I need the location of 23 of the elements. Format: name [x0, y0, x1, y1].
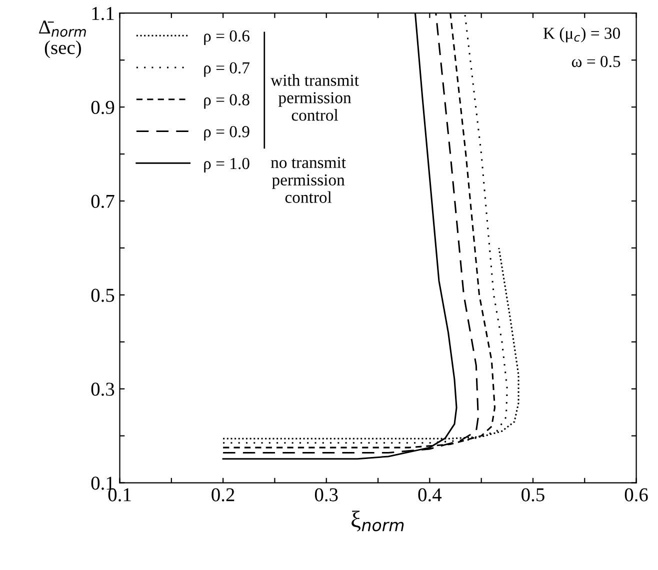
legend-label: ρ = 1.0 — [204, 158, 250, 173]
y-tick-label: 0.3 — [91, 382, 114, 396]
x-tick-label: 0.3 — [314, 488, 338, 502]
y-tick-label: 1.1 — [92, 7, 114, 20]
x-tick-label: 0.2 — [212, 488, 234, 502]
y-tick-label: 0.5 — [91, 288, 114, 302]
x-tick-label: 0.1 — [108, 488, 131, 502]
x-tick-label: 0.6 — [624, 488, 648, 502]
legend-label: ρ = 0.6 — [204, 30, 250, 45]
annotation: ω = 0.5 — [572, 56, 620, 68]
annotation: no transmit permission control — [270, 156, 346, 203]
y-tick-label: 0.1 — [91, 476, 114, 490]
legend-label: ρ = 0.8 — [204, 94, 250, 109]
annotation: K (μ$_{c}$) = 30 — [543, 27, 620, 42]
x-axis-title: ξ$_{norm}$ — [352, 510, 404, 532]
annotation: with transmit permission control — [270, 74, 359, 121]
y-axis-title: Δ̄$_{norm}$ (sec) — [39, 20, 86, 58]
legend-label: ρ = 0.7 — [204, 62, 250, 77]
y-tick-label: 0.9 — [91, 100, 114, 114]
x-tick-label: 0.5 — [522, 488, 544, 502]
legend-label: ρ = 0.9 — [204, 126, 250, 141]
x-tick-label: 0.4 — [418, 488, 442, 502]
y-tick-label: 0.7 — [91, 194, 114, 208]
